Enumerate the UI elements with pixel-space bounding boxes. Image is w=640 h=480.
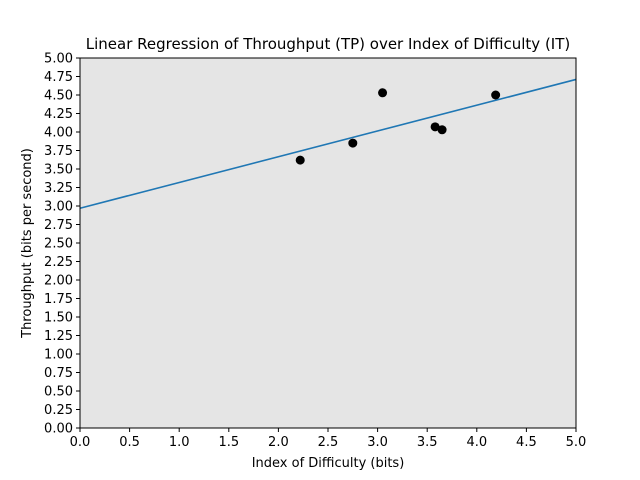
y-tick-label: 2.25 [44, 255, 73, 270]
x-axis-ticks: 0.0 0.5 1.0 1.5 2.0 2.5 3.0 3.5 4.0 4.5 5.0 [70, 428, 587, 450]
x-tick-label: 3.5 [417, 435, 438, 450]
y-tick-label: 4.75 [44, 70, 73, 85]
x-tick-label: 2.5 [318, 435, 339, 450]
y-axis-label: Throughput (bits per second) [20, 148, 35, 339]
y-tick-label: 1.50 [44, 311, 73, 326]
y-tick-label: 2.50 [44, 237, 73, 252]
y-tick-label: 0.25 [44, 403, 73, 418]
data-point [348, 138, 358, 148]
y-tick-label: 3.75 [44, 144, 73, 159]
x-tick-label: 4.5 [516, 435, 537, 450]
data-point [430, 122, 440, 132]
y-tick-label: 4.50 [44, 89, 73, 104]
x-tick-label: 5.0 [566, 435, 587, 450]
x-tick-label: 1.5 [218, 435, 239, 450]
y-tick-label: 0.00 [44, 422, 73, 437]
y-tick-label: 1.25 [44, 329, 73, 344]
x-tick-label: 4.0 [466, 435, 487, 450]
y-tick-label: 1.00 [44, 348, 73, 363]
data-point [491, 90, 501, 100]
x-tick-label: 1.0 [169, 435, 190, 450]
y-tick-label: 4.25 [44, 107, 73, 122]
y-tick-label: 2.75 [44, 218, 73, 233]
regression-line [79, 78, 577, 209]
data-point [378, 88, 388, 98]
plot-frame [79, 57, 577, 429]
data-point [295, 155, 305, 165]
x-tick-label: 0.5 [119, 435, 140, 450]
data-point [437, 125, 447, 135]
y-tick-label: 2.00 [44, 274, 73, 289]
y-tick-label: 0.75 [44, 366, 73, 381]
x-tick-label: 3.0 [367, 435, 388, 450]
regression-layer [79, 78, 577, 209]
y-tick-label: 0.50 [44, 385, 73, 400]
y-tick-label: 3.25 [44, 181, 73, 196]
x-axis-label: Index of Difficulty (bits) [252, 456, 405, 471]
y-tick-label: 5.00 [44, 52, 73, 67]
points-layer [295, 88, 501, 165]
y-tick-label: 1.75 [44, 292, 73, 307]
x-tick-label: 2.0 [268, 435, 289, 450]
chart-title: Linear Regression of Throughput (TP) ove… [86, 35, 570, 53]
y-axis-ticks: 0.00 0.25 0.50 0.75 1.00 1.25 1.50 1.75 2.00 2.25… [44, 52, 80, 437]
y-tick-label: 3.00 [44, 200, 73, 215]
y-tick-label: 4.00 [44, 126, 73, 141]
plot-area [80, 58, 576, 428]
y-tick-label: 3.50 [44, 163, 73, 178]
x-tick-label: 0.0 [70, 435, 91, 450]
